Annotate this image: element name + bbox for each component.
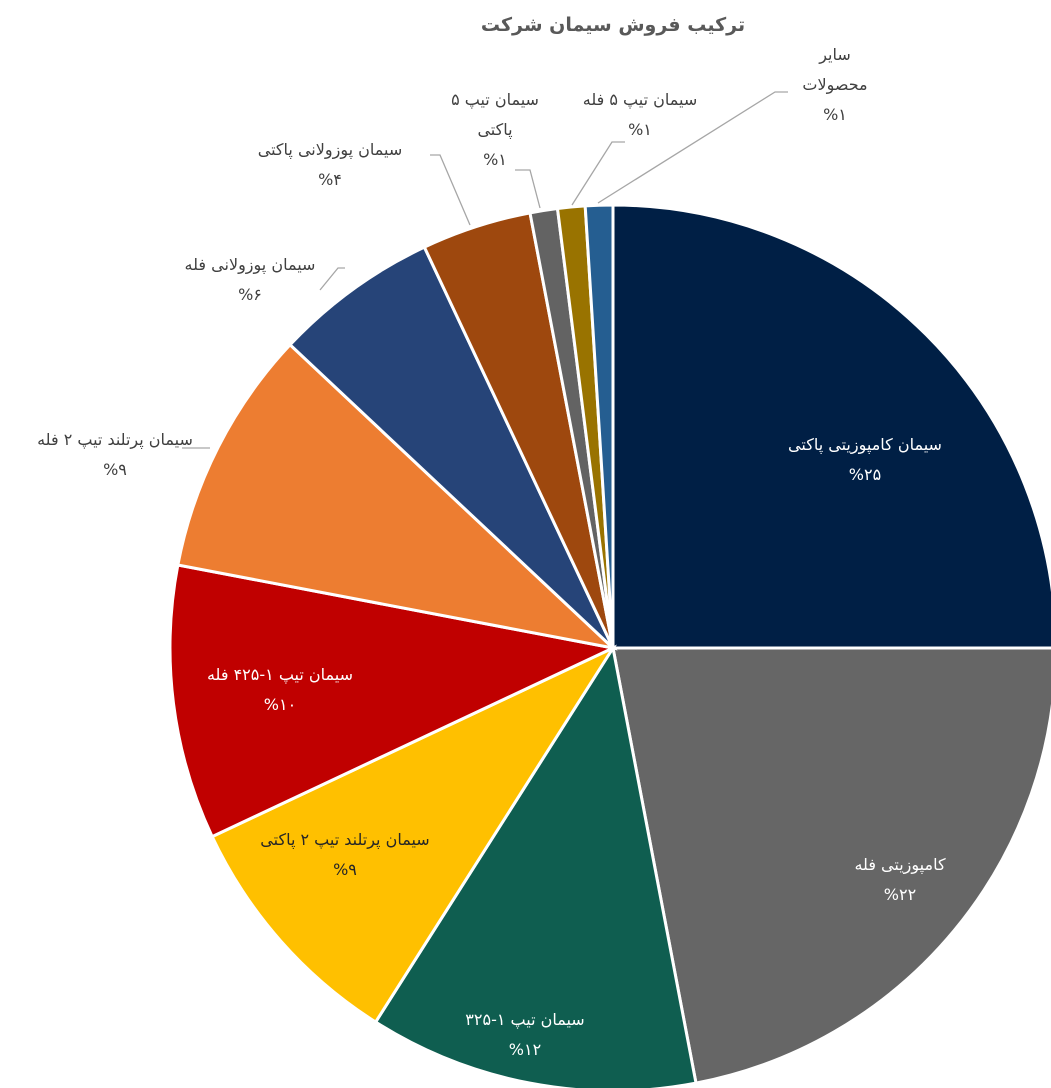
slice-label: سیمان پوزولانی پاکتی %۴ xyxy=(258,135,402,195)
value-label: %۹ xyxy=(333,860,357,879)
slices xyxy=(168,203,1051,1088)
category-label: سیمان تیپ ۱-۴۲۵ فله xyxy=(206,665,354,684)
leader-line xyxy=(571,141,625,206)
slice-label: سیمان کامپوزیتی پاکتی %۲۵ xyxy=(788,430,942,490)
value-label: %۱۲ xyxy=(508,1040,542,1059)
leader-lines xyxy=(182,91,788,449)
slice-label: سایر محصولات %۱ xyxy=(790,40,880,130)
category-label: سیمان پرتلند تیپ ۲ پاکتی xyxy=(260,830,430,849)
pie-slice xyxy=(583,203,615,649)
slice-label: سیمان تیپ ۵ پاکتی %۱ xyxy=(440,85,550,175)
category-label: کامپوزیتی فله xyxy=(854,855,946,874)
leader-line xyxy=(515,169,541,209)
category-label: سیمان کامپوزیتی پاکتی xyxy=(788,435,942,454)
leader-line xyxy=(430,154,471,226)
slice-label: سیمان تیپ ۱-۴۲۵ فله %۱۰ xyxy=(207,660,353,720)
slice-label: سیمان پرتلند تیپ ۲ پاکتی %۹ xyxy=(260,825,429,885)
pie-slice xyxy=(611,203,1051,650)
pie-slice xyxy=(168,563,618,839)
category-label: سیمان تیپ ۵ پاکتی xyxy=(451,90,539,139)
value-label: %۱ xyxy=(823,105,847,124)
value-label: %۱ xyxy=(483,150,507,169)
category-label: سیمان پوزولانی فله xyxy=(184,255,316,274)
slice-label: کامپوزیتی فله %۲۲ xyxy=(854,850,945,910)
category-label: سیمان تیپ ۵ فله xyxy=(582,90,698,109)
pie-slice xyxy=(210,644,618,1025)
value-label: %۴ xyxy=(318,170,342,189)
slice-label: سیمان پرتلند تیپ ۲ فله %۹ xyxy=(37,425,193,485)
slice-label: سیمان تیپ ۱-۳۲۵ %۱۲ xyxy=(465,1005,584,1065)
category-label: سایر محصولات xyxy=(802,45,868,94)
leader-line xyxy=(319,267,345,291)
category-label: سیمان پرتلند تیپ ۲ فله xyxy=(37,430,193,449)
slice-label: سیمان پوزولانی فله %۶ xyxy=(185,250,316,310)
chart-title: ترکیب فروش سیمان شرکت xyxy=(480,14,746,36)
pie-slice xyxy=(373,643,698,1088)
pie-slice xyxy=(176,342,618,651)
value-label: %۲۵ xyxy=(848,465,882,484)
slice-label: سیمان تیپ ۵ فله %۱ xyxy=(583,85,697,145)
value-label: %۲۲ xyxy=(883,885,917,904)
value-label: %۹ xyxy=(103,460,127,479)
leader-line xyxy=(597,91,788,204)
value-label: %۱ xyxy=(628,120,652,139)
value-label: %۶ xyxy=(238,285,262,304)
category-label: سیمان تیپ ۱-۳۲۵ xyxy=(465,1010,585,1029)
pie-slice xyxy=(611,646,1051,1085)
pie-slice xyxy=(287,245,615,650)
category-label: سیمان پوزولانی پاکتی xyxy=(257,140,403,159)
value-label: %۱۰ xyxy=(263,695,297,714)
